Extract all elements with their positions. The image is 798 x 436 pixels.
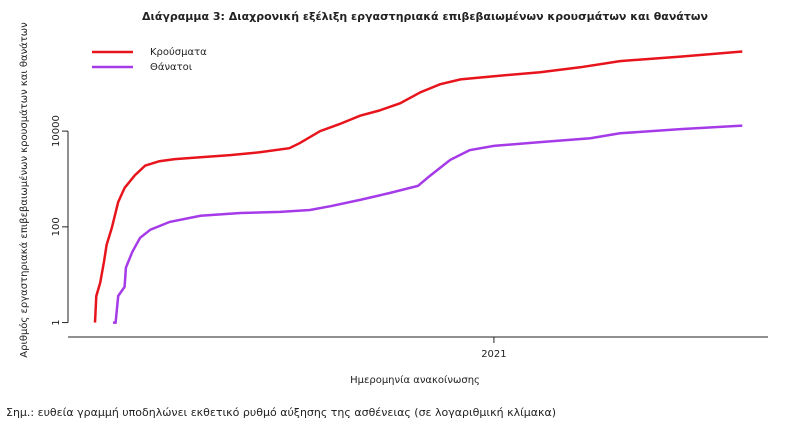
y-tick-label: 10000	[51, 115, 62, 147]
y-tick-label: 1	[51, 319, 62, 325]
x-tick-label: 2021	[481, 349, 506, 360]
y-axis-label: Αριθμός εργαστηριακά επιβεβαιωμένων κρου…	[18, 22, 30, 358]
x-axis-label: Ημερομηνία ανακοίνωσης	[350, 374, 480, 386]
series-line	[113, 124, 743, 324]
series-line	[93, 50, 743, 323]
footnote: Σημ.: ευθεία γραμμή υποδηλώνει εκθετικό …	[6, 406, 556, 419]
legend-label: Κρούσματα	[150, 46, 207, 58]
y-tick-label: 100	[51, 217, 62, 236]
chart-title: Διάγραμμα 3: Διαχρονική εξέλιξη εργαστηρ…	[142, 10, 708, 23]
legend-label: Θάνατοι	[150, 61, 193, 73]
